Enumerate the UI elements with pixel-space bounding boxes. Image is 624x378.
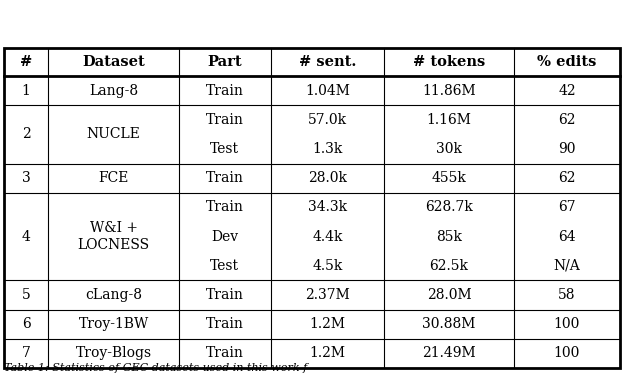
Text: 3: 3 xyxy=(22,171,31,185)
Text: Dev: Dev xyxy=(211,229,238,243)
Text: 1.16M: 1.16M xyxy=(426,113,471,127)
Bar xyxy=(4,48,620,368)
Text: 28.0M: 28.0M xyxy=(427,288,471,302)
Text: # tokens: # tokens xyxy=(412,55,485,69)
Text: Troy-1BW: Troy-1BW xyxy=(79,317,149,331)
Text: 7: 7 xyxy=(22,346,31,360)
Text: 5: 5 xyxy=(22,288,31,302)
Text: # sent.: # sent. xyxy=(299,55,356,69)
Text: 57.0k: 57.0k xyxy=(308,113,347,127)
Text: 1.2M: 1.2M xyxy=(310,346,346,360)
Text: Test: Test xyxy=(210,142,239,156)
Text: 100: 100 xyxy=(553,317,580,331)
Text: % edits: % edits xyxy=(537,55,597,69)
Text: 62: 62 xyxy=(558,113,576,127)
Text: NUCLE: NUCLE xyxy=(87,127,140,141)
Text: Train: Train xyxy=(206,288,243,302)
Text: 34.3k: 34.3k xyxy=(308,200,347,214)
Text: Troy-Blogs: Troy-Blogs xyxy=(76,346,152,360)
Text: 4.5k: 4.5k xyxy=(312,259,343,273)
Text: Part: Part xyxy=(207,55,242,69)
Text: 628.7k: 628.7k xyxy=(425,200,473,214)
Text: 85k: 85k xyxy=(436,229,462,243)
Text: 21.49M: 21.49M xyxy=(422,346,475,360)
Text: #: # xyxy=(20,55,32,69)
Text: 4: 4 xyxy=(22,229,31,243)
Text: Train: Train xyxy=(206,84,243,98)
Text: 30k: 30k xyxy=(436,142,462,156)
Text: N/A: N/A xyxy=(553,259,580,273)
Text: 1.2M: 1.2M xyxy=(310,317,346,331)
Text: 28.0k: 28.0k xyxy=(308,171,347,185)
Text: Train: Train xyxy=(206,346,243,360)
Text: Train: Train xyxy=(206,171,243,185)
Text: 455k: 455k xyxy=(431,171,466,185)
Text: 6: 6 xyxy=(22,317,31,331)
Text: Train: Train xyxy=(206,317,243,331)
Text: 2.37M: 2.37M xyxy=(305,288,350,302)
Text: cLang-8: cLang-8 xyxy=(85,288,142,302)
Text: 2: 2 xyxy=(22,127,31,141)
Text: 67: 67 xyxy=(558,200,576,214)
Text: 90: 90 xyxy=(558,142,576,156)
Text: 64: 64 xyxy=(558,229,576,243)
Text: 42: 42 xyxy=(558,84,576,98)
Text: Train: Train xyxy=(206,113,243,127)
Text: Test: Test xyxy=(210,259,239,273)
Text: 100: 100 xyxy=(553,346,580,360)
Text: Train: Train xyxy=(206,200,243,214)
Text: 62.5k: 62.5k xyxy=(429,259,469,273)
Text: W&I +
LOCNESS: W&I + LOCNESS xyxy=(77,222,150,252)
Text: 58: 58 xyxy=(558,288,576,302)
Text: Lang-8: Lang-8 xyxy=(89,84,138,98)
Text: 62: 62 xyxy=(558,171,576,185)
Text: Table 1: Statistics of GEC datasets used in this work f: Table 1: Statistics of GEC datasets used… xyxy=(4,363,307,373)
Text: Dataset: Dataset xyxy=(82,55,145,69)
Text: 11.86M: 11.86M xyxy=(422,84,475,98)
Text: 1.3k: 1.3k xyxy=(312,142,343,156)
Text: 1.04M: 1.04M xyxy=(305,84,350,98)
Text: 4.4k: 4.4k xyxy=(312,229,343,243)
Text: 1: 1 xyxy=(22,84,31,98)
Text: FCE: FCE xyxy=(99,171,129,185)
Text: 30.88M: 30.88M xyxy=(422,317,475,331)
